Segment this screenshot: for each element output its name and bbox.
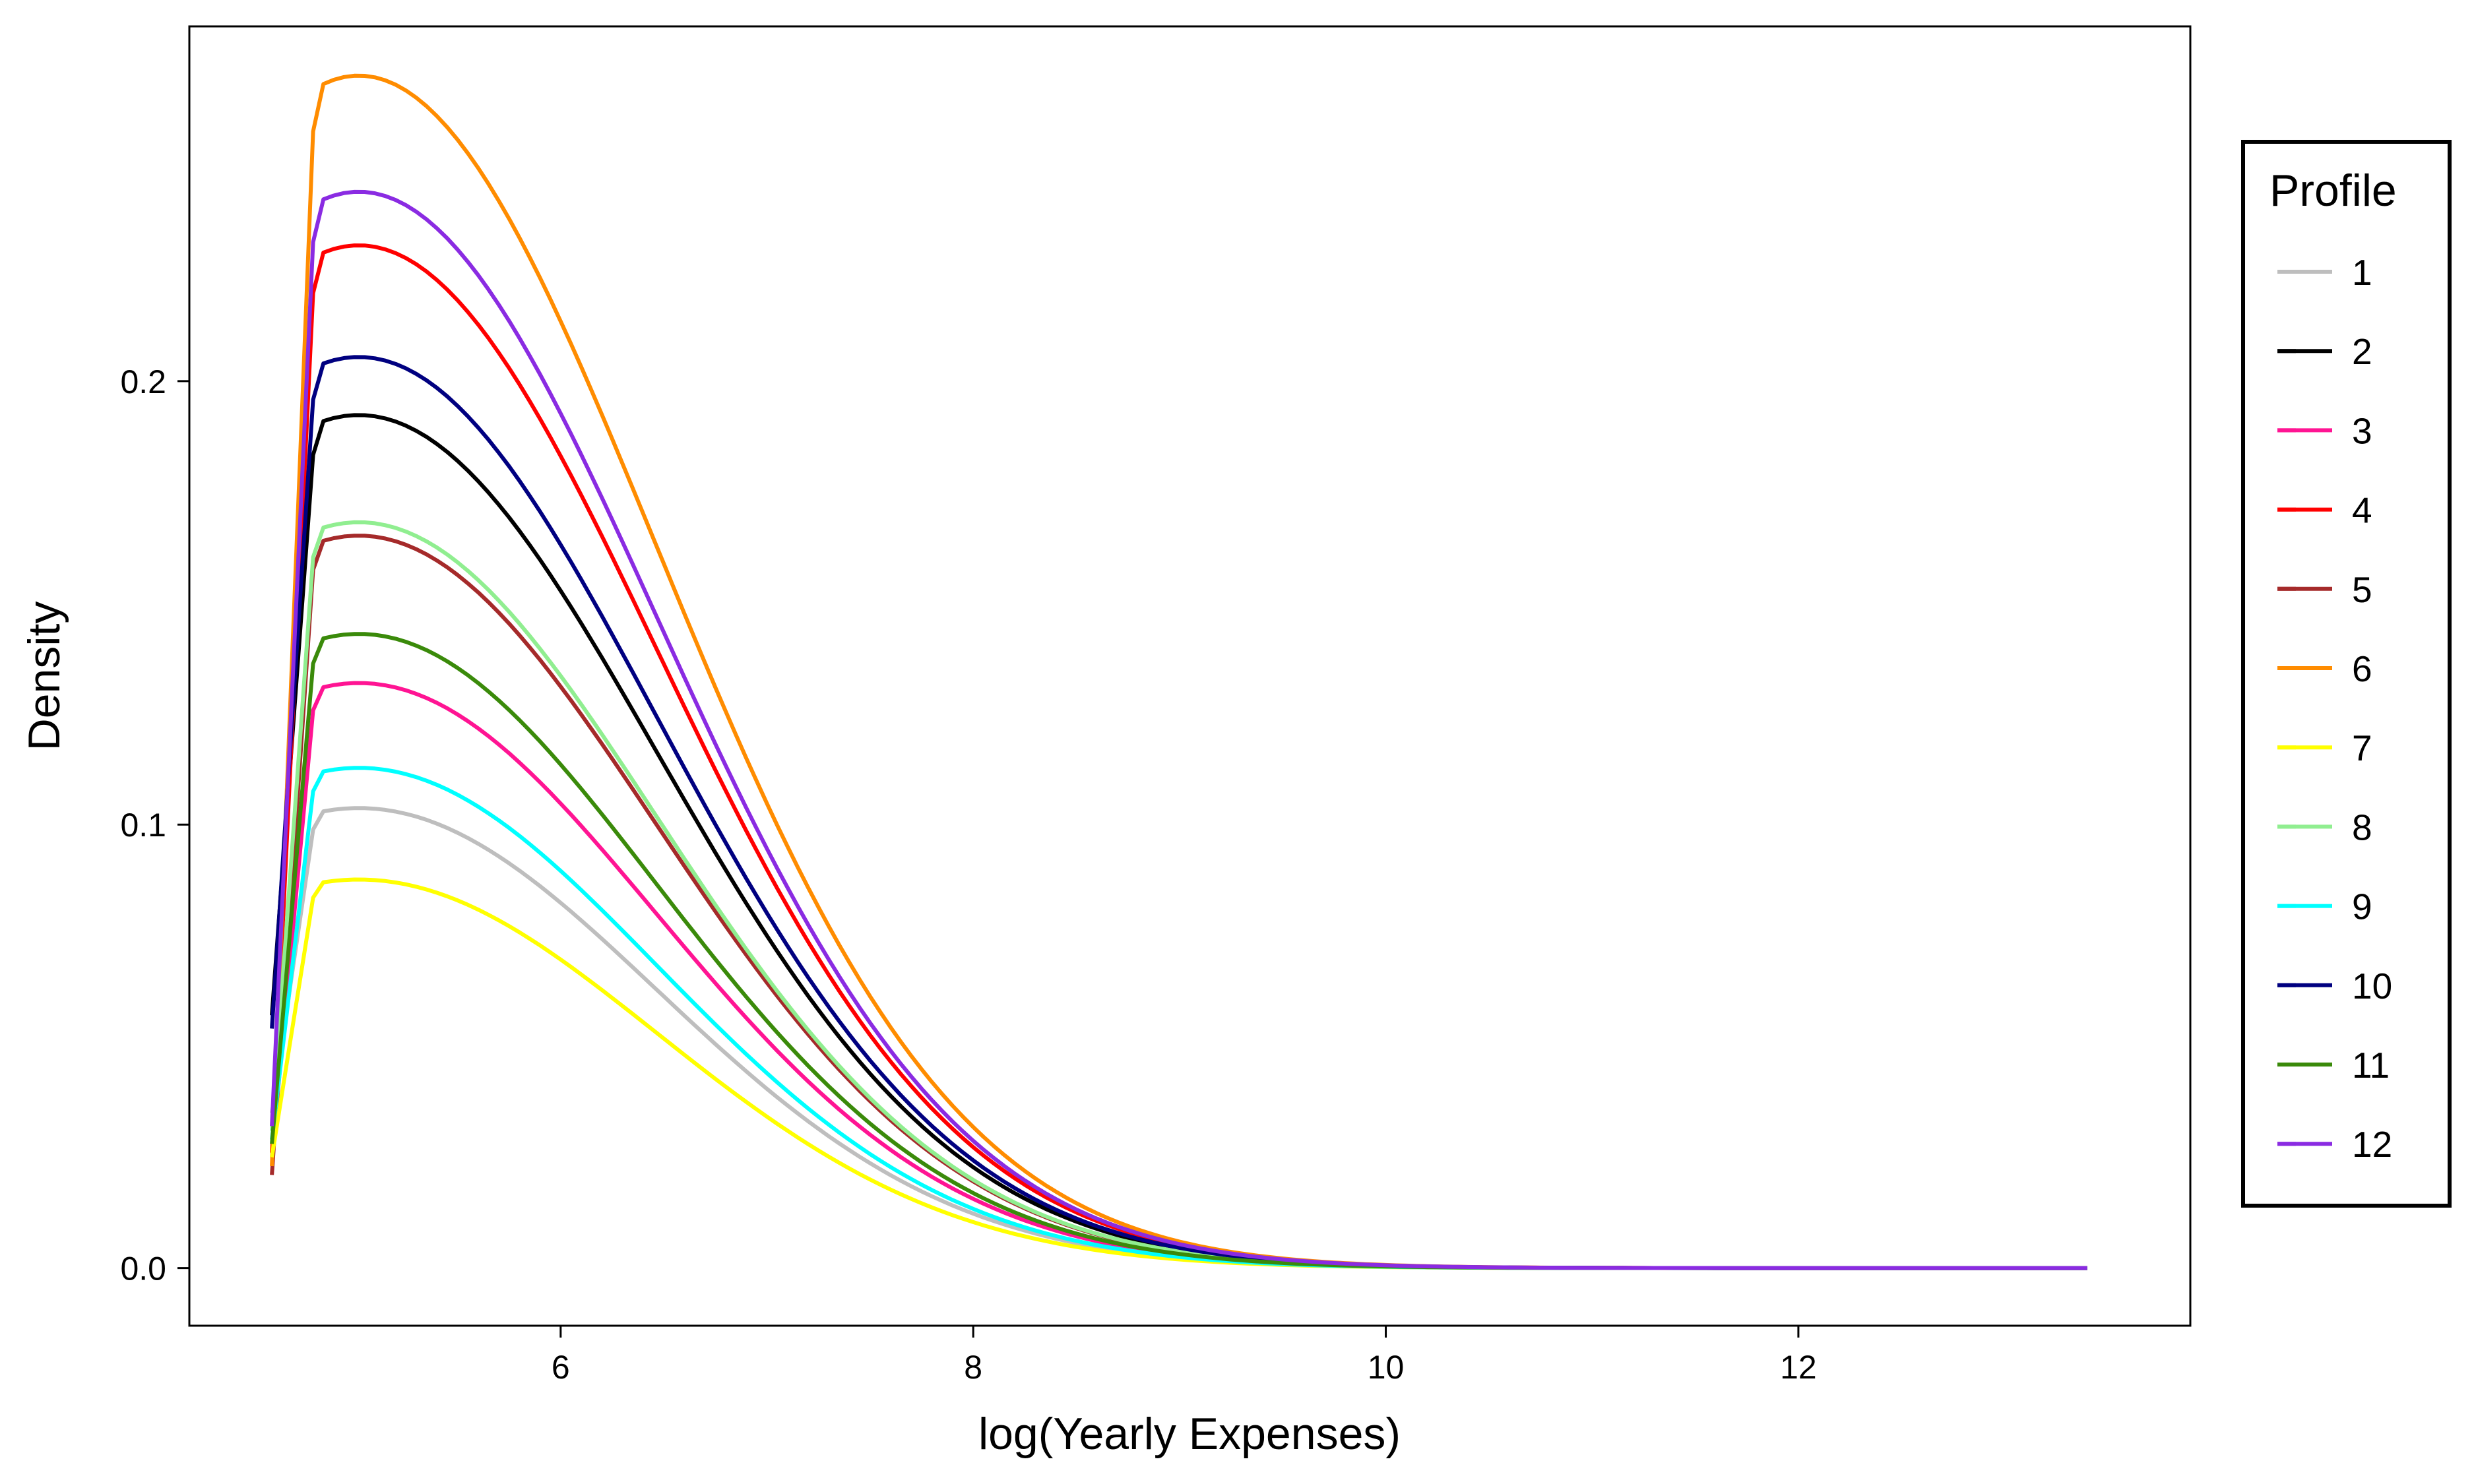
legend-label: 3 bbox=[2352, 410, 2372, 451]
x-tick-label: 8 bbox=[964, 1349, 982, 1386]
legend-label: 7 bbox=[2352, 727, 2372, 768]
y-tick-label: 0.2 bbox=[120, 363, 166, 400]
legend-label: 6 bbox=[2352, 648, 2372, 689]
legend-label: 5 bbox=[2352, 569, 2372, 610]
plot-panel-border bbox=[188, 25, 2192, 1327]
legend-label: 12 bbox=[2352, 1124, 2392, 1165]
legend-label: 4 bbox=[2352, 490, 2372, 531]
x-axis: 6 8 10 12 bbox=[552, 1326, 1817, 1386]
series-line-12 bbox=[270, 189, 2087, 1270]
x-tick-label: 10 bbox=[1368, 1349, 1405, 1386]
legend-label: 1 bbox=[2352, 252, 2372, 293]
x-tick-label: 6 bbox=[552, 1349, 570, 1386]
legend-title: Profile bbox=[2269, 166, 2397, 216]
y-tick-label: 0.1 bbox=[120, 807, 166, 844]
x-axis-title: log(Yearly Expenses) bbox=[978, 1409, 1401, 1459]
legend-label: 8 bbox=[2352, 807, 2372, 848]
y-axis-title: Density bbox=[19, 602, 69, 751]
y-tick-label: 0.0 bbox=[120, 1251, 166, 1287]
x-tick-label: 12 bbox=[1780, 1349, 1817, 1386]
legend-label: 2 bbox=[2352, 331, 2372, 372]
legend-label: 11 bbox=[2352, 1045, 2390, 1086]
series-layer bbox=[270, 73, 2087, 1270]
legend-label: 9 bbox=[2352, 886, 2372, 927]
y-axis: 0.0 0.1 0.2 bbox=[120, 363, 189, 1287]
legend-label: 10 bbox=[2352, 966, 2392, 1006]
legend-box bbox=[2241, 140, 2452, 1208]
